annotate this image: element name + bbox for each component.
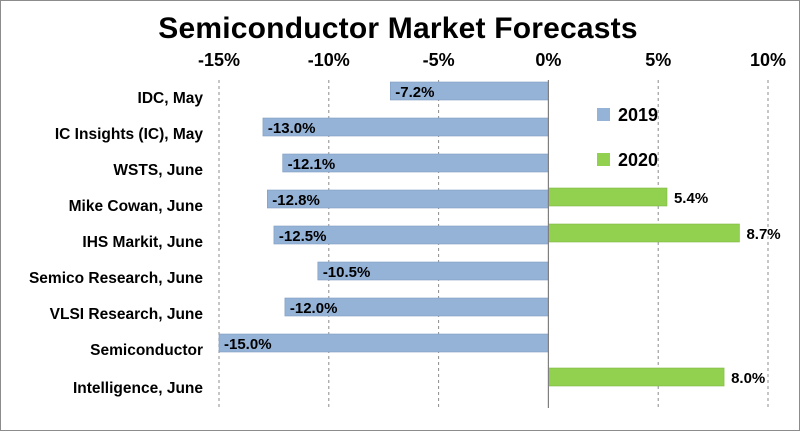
y-tick-label: IDC, May: [138, 90, 204, 107]
chart-title: Semiconductor Market Forecasts: [158, 12, 638, 45]
data-label-2019: -12.5%: [279, 228, 327, 245]
x-tick-label: -5%: [423, 50, 455, 70]
data-label-2020: 8.7%: [746, 226, 780, 243]
x-tick-label: 10%: [750, 50, 786, 70]
x-tick-label: 0%: [535, 50, 561, 70]
y-tick-label: WSTS, June: [113, 162, 203, 179]
y-tick-label: Semiconductor: [90, 342, 203, 359]
data-label-2020: 8.0%: [731, 370, 765, 387]
data-label-2019: -12.1%: [288, 156, 336, 173]
bar-2020: [548, 367, 725, 387]
x-tick-label: -15%: [198, 50, 240, 70]
data-label-2020: 5.4%: [674, 190, 708, 207]
legend-swatch-2020: [597, 153, 610, 166]
y-tick-label: IHS Markit, June: [82, 234, 203, 251]
data-label-2019: -12.0%: [290, 300, 338, 317]
bar-2020: [548, 223, 740, 243]
data-label-2019: -10.5%: [323, 264, 371, 281]
legend-label-2019: 2019: [618, 105, 658, 125]
data-label-2019: -12.8%: [272, 192, 320, 209]
y-tick-label: VLSI Research, June: [50, 306, 204, 323]
y-tick-label: Mike Cowan, June: [69, 198, 204, 215]
legend-label-2020: 2020: [618, 150, 658, 170]
data-label-2019: -7.2%: [395, 84, 434, 101]
legend-swatch-2019: [597, 108, 610, 121]
x-tick-label: -10%: [308, 50, 350, 70]
y-tick-label: IC Insights (IC), May: [55, 126, 204, 143]
bar-2020: [548, 187, 668, 207]
y-tick-label: Semico Research, June: [29, 270, 203, 287]
y-tick-label: Intelligence, June: [73, 380, 203, 397]
data-label-2019: -15.0%: [224, 336, 272, 353]
x-tick-label: 5%: [645, 50, 671, 70]
data-label-2019: -13.0%: [268, 120, 316, 137]
